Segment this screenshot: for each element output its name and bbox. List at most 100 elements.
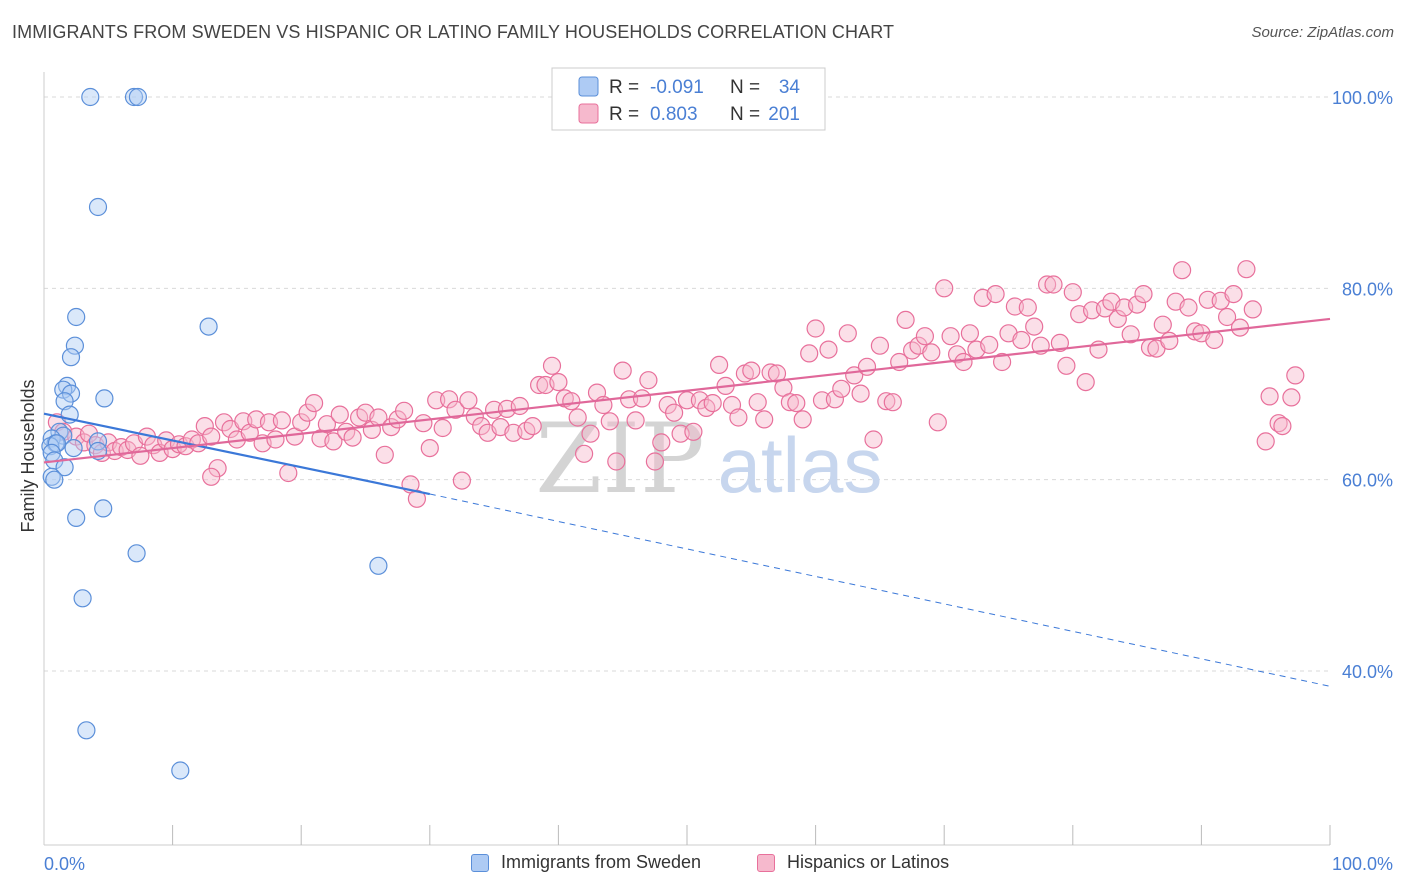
hispanics-point-83[interactable] [581, 424, 600, 443]
hispanics-point-175[interactable] [1172, 261, 1192, 280]
sweden-point-29[interactable] [94, 499, 113, 518]
hispanics-point-65[interactable] [465, 407, 484, 426]
hispanics-point-147[interactable] [992, 352, 1012, 372]
hispanics-point-43[interactable] [324, 432, 343, 451]
hispanics-point-128[interactable] [870, 336, 890, 355]
sweden-point-31[interactable] [369, 556, 388, 575]
hispanics-point-117[interactable] [800, 344, 819, 363]
hispanics-point-44[interactable] [330, 405, 349, 424]
hispanics-point-3[interactable] [74, 433, 94, 452]
hispanics-point-115[interactable] [787, 394, 806, 413]
hispanics-point-103[interactable] [709, 355, 729, 374]
sweden-point-30[interactable] [127, 544, 146, 563]
hispanics-point-36[interactable] [279, 463, 298, 483]
hispanics-point-116[interactable] [793, 410, 812, 429]
hispanics-point-169[interactable] [1134, 285, 1153, 304]
hispanics-point-186[interactable] [1243, 300, 1262, 319]
hispanics-point-80[interactable] [562, 392, 581, 411]
hispanics-point-183[interactable] [1224, 285, 1243, 304]
hispanics-point-110[interactable] [755, 410, 774, 429]
hispanics-point-35[interactable] [272, 411, 291, 430]
hispanics-point-92[interactable] [639, 371, 658, 390]
hispanics-point-192[interactable] [1286, 366, 1305, 385]
hispanics-point-150[interactable] [1012, 330, 1031, 350]
hispanics-point-78[interactable] [549, 373, 568, 392]
hispanics-point-160[interactable] [1076, 373, 1095, 392]
hispanics-point-63[interactable] [452, 471, 471, 490]
sweden-point-2[interactable] [128, 87, 147, 107]
hispanics-point-179[interactable] [1198, 290, 1217, 309]
hispanics-point-152[interactable] [1025, 317, 1044, 336]
sweden-point-27[interactable] [45, 470, 64, 489]
hispanics-point-158[interactable] [1063, 283, 1082, 302]
hispanics-point-114[interactable] [780, 393, 800, 412]
hispanics-point-154[interactable] [1037, 275, 1057, 294]
hispanics-point-126[interactable] [857, 357, 877, 376]
hispanics-point-137[interactable] [928, 413, 947, 432]
hispanics-point-23[interactable] [202, 427, 221, 446]
hispanics-point-40[interactable] [305, 394, 324, 413]
sweden-point-12[interactable] [55, 392, 74, 411]
hispanics-point-99[interactable] [684, 422, 703, 441]
hispanics-point-88[interactable] [613, 361, 632, 380]
hispanics-point-168[interactable] [1127, 295, 1147, 314]
hispanics-point-96[interactable] [664, 403, 684, 422]
hispanics-point-42[interactable] [317, 415, 336, 434]
sweden-point-17[interactable] [88, 432, 108, 451]
hispanics-point-176[interactable] [1179, 298, 1198, 317]
hispanics-point-120[interactable] [819, 340, 838, 359]
hispanics-point-136[interactable] [922, 343, 941, 362]
hispanics-point-118[interactable] [806, 319, 825, 338]
hispanics-point-190[interactable] [1273, 417, 1292, 436]
hispanics-point-72[interactable] [510, 396, 529, 416]
sweden-point-26[interactable] [42, 467, 61, 486]
sweden-point-15[interactable] [54, 426, 73, 445]
hispanics-point-172[interactable] [1153, 315, 1172, 334]
hispanics-point-102[interactable] [703, 394, 722, 413]
hispanics-point-34[interactable] [266, 430, 285, 449]
hispanics-point-51[interactable] [375, 445, 394, 464]
sweden-point-4[interactable] [199, 317, 218, 336]
hispanics-point-108[interactable] [742, 361, 761, 380]
hispanics-point-77[interactable] [542, 356, 562, 375]
hispanics-point-167[interactable] [1121, 325, 1140, 344]
hispanics-point-82[interactable] [574, 444, 594, 463]
hispanics-point-151[interactable] [1018, 298, 1037, 317]
hispanics-point-187[interactable] [1256, 432, 1275, 451]
hispanics-point-155[interactable] [1044, 275, 1063, 294]
hispanics-point-185[interactable] [1237, 260, 1256, 279]
hispanics-point-135[interactable] [915, 327, 935, 346]
sweden-point-6[interactable] [65, 336, 85, 355]
hispanics-point-89[interactable] [619, 390, 639, 409]
hispanics-point-64[interactable] [459, 391, 478, 410]
hispanics-point-93[interactable] [645, 452, 665, 471]
sweden-point-28[interactable] [67, 508, 86, 528]
hispanics-point-132[interactable] [896, 310, 915, 329]
hispanics-point-173[interactable] [1160, 331, 1179, 350]
hispanics-point-90[interactable] [626, 411, 645, 430]
hispanics-point-109[interactable] [748, 393, 767, 412]
hispanics-point-66[interactable] [472, 417, 491, 436]
hispanics-point-60[interactable] [433, 418, 452, 438]
sweden-point-10[interactable] [61, 384, 81, 403]
hispanics-point-125[interactable] [851, 384, 870, 403]
hispanics-point-156[interactable] [1050, 333, 1070, 352]
hispanics-point-157[interactable] [1057, 356, 1076, 375]
hispanics-point-145[interactable] [980, 335, 999, 354]
sweden-point-25[interactable] [55, 458, 74, 477]
hispanics-point-127[interactable] [864, 430, 883, 449]
hispanics-point-122[interactable] [832, 379, 851, 398]
hispanics-point-139[interactable] [941, 327, 960, 346]
hispanics-point-59[interactable] [427, 391, 446, 410]
sweden-point-3[interactable] [88, 197, 108, 217]
hispanics-point-58[interactable] [420, 439, 439, 458]
hispanics-point-142[interactable] [960, 324, 980, 343]
hispanics-point-22[interactable] [195, 417, 214, 436]
hispanics-point-163[interactable] [1095, 299, 1115, 318]
hispanics-point-188[interactable] [1260, 387, 1279, 406]
hispanics-point-54[interactable] [395, 401, 414, 420]
sweden-point-1[interactable] [124, 87, 144, 107]
hispanics-point-121[interactable] [825, 390, 845, 409]
sweden-point-0[interactable] [81, 87, 100, 107]
legend-item-hispanics[interactable]: Hispanics or Latinos [757, 852, 949, 873]
